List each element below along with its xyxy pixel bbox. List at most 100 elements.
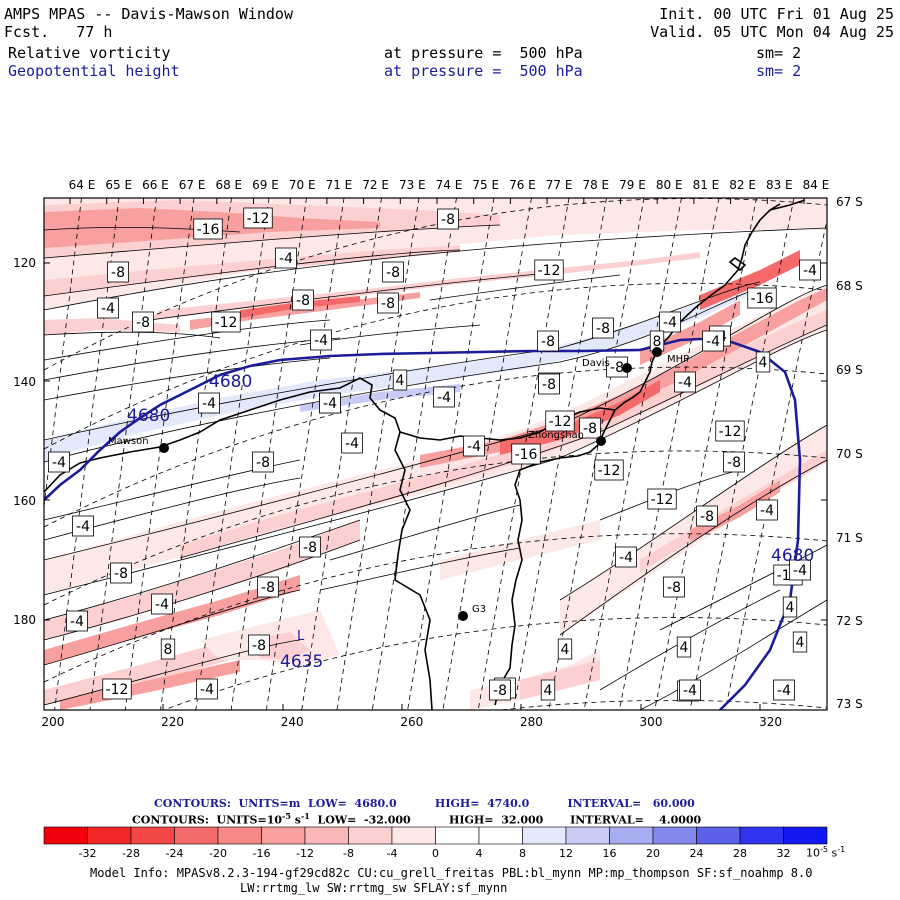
- vorticity-label: -16: [747, 287, 777, 309]
- station-dot-davis[interactable]: [622, 363, 632, 373]
- vorticity-label: 4: [792, 631, 808, 653]
- colorbar-swatch: [783, 826, 828, 845]
- station-dot-g3[interactable]: [458, 611, 468, 621]
- colorbar-label: -12: [296, 847, 314, 860]
- colorbar-swatch: [696, 826, 741, 845]
- vorticity-label-box: [592, 317, 614, 339]
- vorticity-label-text: 4: [396, 373, 405, 389]
- vorticity-label-text: -8: [441, 212, 455, 228]
- vorticity-label: -4: [66, 610, 88, 632]
- x-axis-label: 320: [759, 715, 782, 729]
- longitude-label: 83 E: [766, 178, 793, 192]
- contours-info-vorticity: CONTOURS: UNITS=10-5 s-1 LOW= -32.000 HI…: [132, 811, 701, 827]
- field2-name: Geopotential height: [8, 62, 180, 80]
- vorticity-label-text: 4: [796, 635, 805, 651]
- coastline-path: [44, 203, 781, 493]
- latitude-line: [44, 282, 827, 450]
- vorticity-label-text: -12: [106, 682, 129, 698]
- station-dot-mhp[interactable]: [652, 347, 662, 357]
- vorticity-label-box: [579, 417, 601, 439]
- vorticity-label: 4: [755, 351, 771, 373]
- vorticity-band: [44, 285, 827, 595]
- vorticity-label: -12: [545, 410, 575, 432]
- x-axis-label: 300: [640, 715, 663, 729]
- vorticity-label-box: [341, 432, 363, 454]
- vorticity-label-text: -4: [76, 519, 90, 535]
- longitude-label: 78 E: [582, 178, 609, 192]
- height-contours: [44, 336, 802, 710]
- colorbar-swatch: [652, 826, 697, 845]
- longitude-label: 72 E: [362, 178, 389, 192]
- vorticity-contour-line: [44, 519, 361, 621]
- station-dot-mawson[interactable]: [159, 443, 169, 453]
- vorticity-label-text: -4: [793, 563, 807, 579]
- vorticity-label: -8: [299, 536, 321, 558]
- colorbar-swatch: [217, 826, 262, 845]
- vorticity-label-text: 4: [786, 600, 795, 616]
- colorbar-swatch: [739, 826, 784, 845]
- colorbar-units-base: 10: [806, 846, 820, 860]
- x-axis-label: 220: [161, 715, 184, 729]
- vorticity-label-text: -8: [256, 455, 270, 471]
- vorticity-label: -4: [48, 451, 70, 473]
- vorticity-label-box: [782, 596, 798, 618]
- vorticity-label: -4: [196, 678, 218, 700]
- vorticity-label: -4: [789, 559, 811, 581]
- vorticity-label: -4: [674, 371, 696, 393]
- vorticity-label-box: [647, 488, 677, 510]
- station-label-zhongshan: Zhongshan: [528, 430, 584, 441]
- colorbar: [43, 826, 828, 845]
- y-axis-label: 180: [13, 613, 36, 627]
- vorticity-label-box: [392, 369, 408, 391]
- vorticity-label-box: [193, 218, 223, 240]
- vorticity-label-text: -4: [314, 333, 328, 349]
- y-axis-label: 160: [13, 494, 36, 508]
- colorbar-swatch: [87, 826, 132, 845]
- vorticity-label: -4: [72, 515, 94, 537]
- low-marker: L: [297, 629, 305, 644]
- vorticity-label-box: [275, 247, 297, 269]
- vorticity-label: -4: [773, 679, 795, 701]
- vorticity-label: -4: [341, 432, 363, 454]
- vorticity-label: -8: [248, 634, 270, 656]
- vorticity-label-text: -4: [683, 683, 697, 699]
- vorticity-contour-line: [149, 271, 561, 321]
- vorticity-label-box: [160, 638, 176, 660]
- station-dot-zhongshan[interactable]: [596, 436, 606, 446]
- longitude-label: 64 E: [69, 178, 96, 192]
- vorticity-label: -4: [702, 330, 724, 352]
- longitude-label: 71 E: [326, 178, 353, 192]
- coast-inland: [494, 409, 616, 706]
- vorticity-label-text: -8: [596, 321, 610, 337]
- vorticity-label: 8: [649, 330, 665, 352]
- vorticity-label-text: -8: [727, 455, 741, 471]
- vorticity-label-box: [534, 259, 564, 281]
- vorticity-label-box: [789, 559, 811, 581]
- field1-name: Relative vorticity: [8, 44, 171, 62]
- vorticity-label-text: -8: [583, 421, 597, 437]
- vorticity-label-text: -4: [202, 396, 216, 412]
- colorbar-label: -24: [166, 847, 184, 860]
- vorticity-label-box: [659, 311, 681, 333]
- vorticity-contour-line: [559, 459, 827, 636]
- vorticity-label-text: -12: [651, 492, 674, 508]
- vorticity-label: -8: [592, 317, 614, 339]
- vorticity-label-box: [132, 311, 154, 333]
- latitude-label: 69 S: [836, 363, 863, 377]
- colorbar-units-exp: -5: [820, 845, 828, 854]
- longitude-line: [371, 198, 457, 710]
- valid-time: Valid. 05 UTC Mon 04 Aug 25: [650, 23, 894, 41]
- colorbar-label: -20: [209, 847, 227, 860]
- vorticity-label-text: -8: [386, 265, 400, 281]
- colorbar-label: 20: [646, 847, 660, 860]
- vorticity-label: -4: [659, 311, 681, 333]
- colorbar-label: 24: [690, 847, 704, 860]
- vorticity-label-box: [102, 678, 132, 700]
- vorticity-label-box: [756, 499, 778, 521]
- colorbar-label: -32: [79, 847, 97, 860]
- vorticity-label: -8: [696, 505, 718, 527]
- vorticity-label-box: [110, 562, 132, 584]
- longitude-label: 77 E: [546, 178, 573, 192]
- vorticity-contour-line: [44, 337, 341, 381]
